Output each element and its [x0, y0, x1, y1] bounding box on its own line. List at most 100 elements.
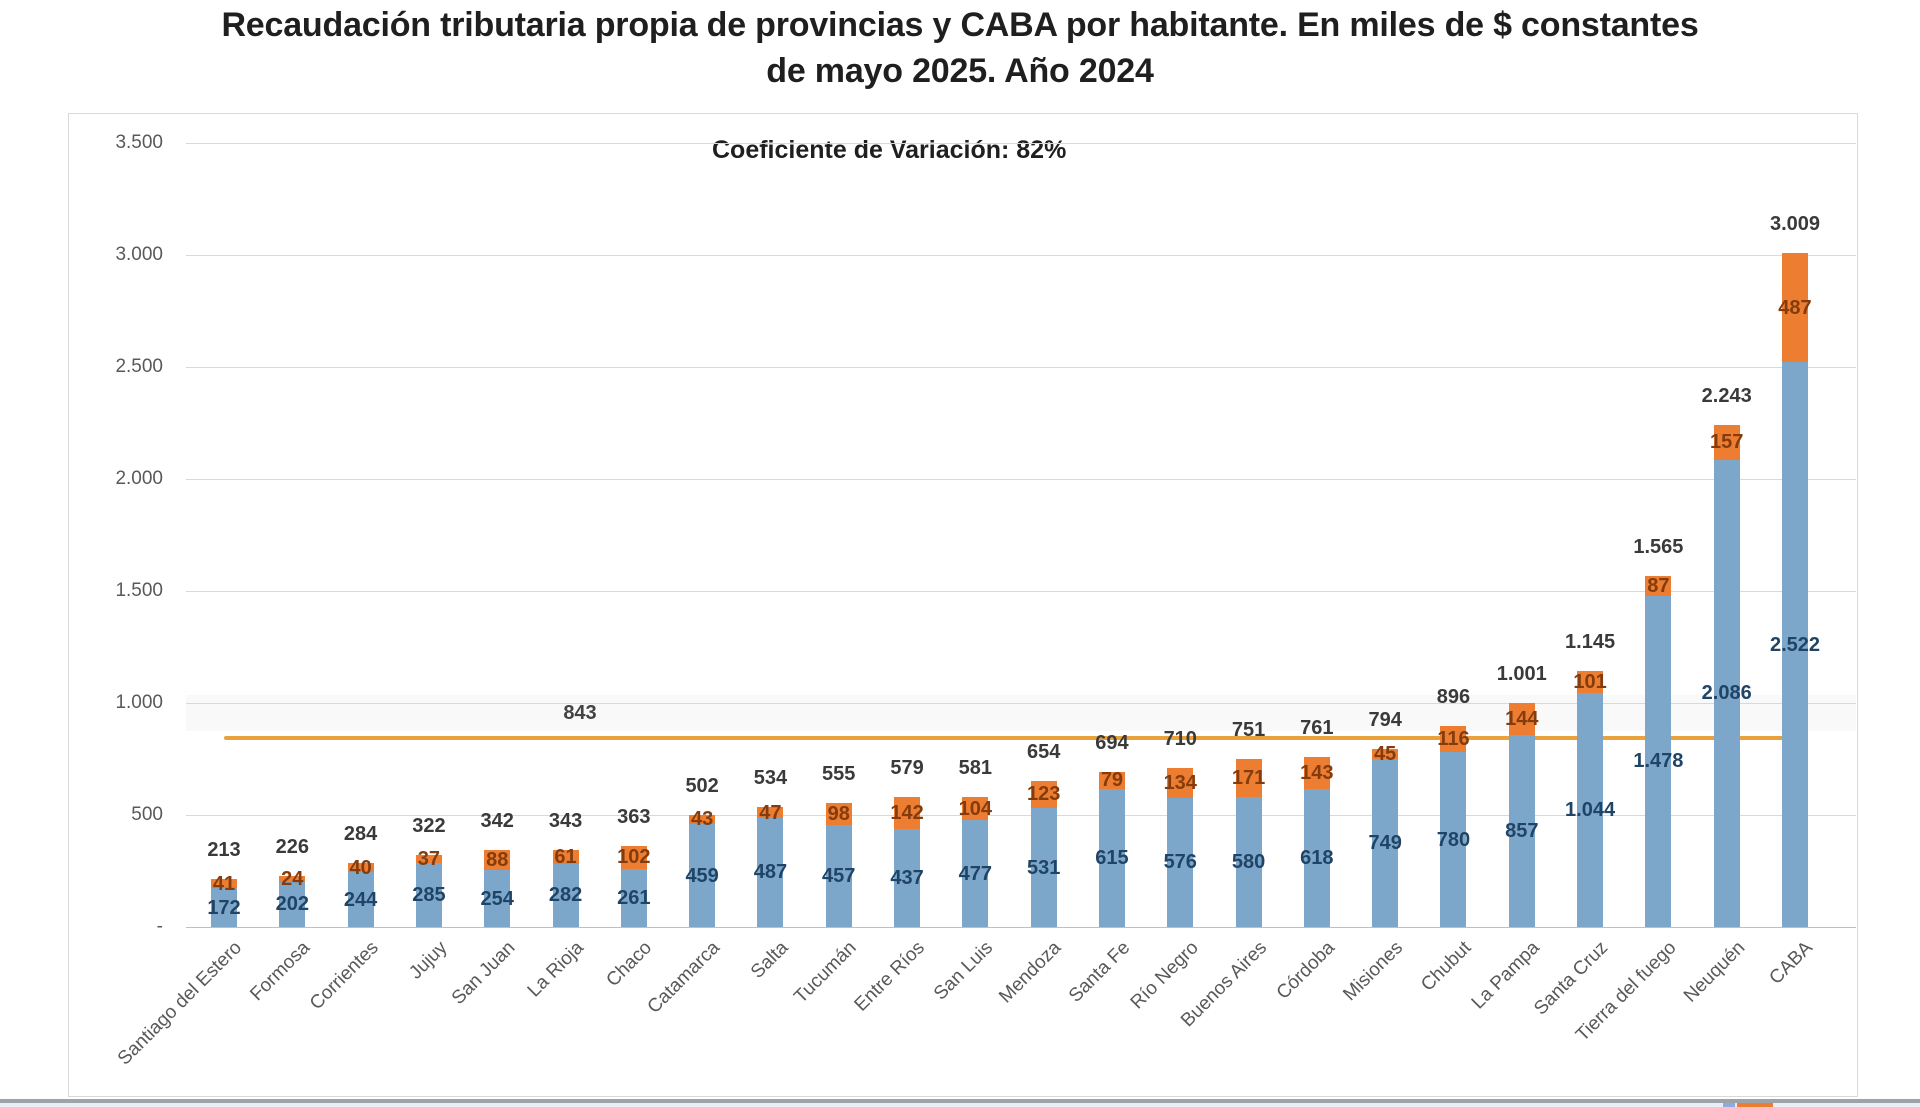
total-value-label: 284 [343, 823, 378, 846]
window-bottom-track[interactable] [0, 1103, 1920, 1107]
blue-value-label: 477 [958, 862, 993, 885]
bar-blue-segment [1508, 735, 1535, 927]
bar-orange-segment [1781, 252, 1808, 363]
blue-value-label: 531 [1026, 856, 1061, 879]
bar-orange-segment [757, 807, 784, 818]
total-value-label: 654 [1026, 740, 1061, 763]
bar-orange-segment [1030, 780, 1057, 809]
bar-blue-segment [552, 863, 579, 927]
total-value-label: 322 [412, 814, 446, 837]
bar-blue-segment [415, 863, 442, 927]
y-axis-tick-label: - [156, 916, 163, 937]
bar-orange-segment [825, 802, 852, 825]
total-value-label: 343 [548, 810, 583, 833]
blue-value-label: 1.478 [1633, 750, 1684, 773]
y-axis-tick-label: 3.000 [115, 244, 163, 265]
blue-value-label: 285 [412, 884, 446, 907]
bar-blue-segment [211, 888, 237, 927]
orange-value-label: 61 [554, 846, 577, 868]
bar-orange-segment [1372, 749, 1399, 760]
gridline-0 [186, 927, 1856, 928]
orange-value-label: 43 [691, 808, 714, 831]
blue-value-label: 2.086 [1701, 682, 1752, 705]
orange-value-label: 104 [958, 797, 993, 820]
total-value-label: 1.001 [1496, 662, 1547, 685]
bar-blue-segment [1645, 595, 1672, 927]
blue-value-label: 202 [275, 893, 309, 916]
bar-orange-segment [962, 796, 989, 821]
bar-orange-segment [484, 850, 511, 871]
total-value-label: 794 [1368, 709, 1402, 732]
bar-orange-segment [211, 879, 237, 889]
orange-value-label: 24 [281, 868, 304, 891]
bar-blue-segment [279, 881, 306, 927]
total-value-label: 1.145 [1565, 630, 1616, 653]
orange-value-label: 41 [212, 872, 236, 895]
blue-value-label: 172 [207, 896, 241, 919]
bar-blue-segment [1440, 752, 1467, 927]
total-value-label: 3.009 [1769, 212, 1821, 235]
bar-orange-segment [1303, 756, 1330, 789]
bar-blue-segment [689, 824, 716, 927]
bar-blue-segment [484, 870, 511, 927]
bar-blue-segment [620, 868, 647, 927]
bar-orange-segment [1508, 702, 1535, 736]
bar-orange-segment [1440, 726, 1467, 753]
bar-blue-segment [962, 820, 989, 927]
blue-value-label: 254 [480, 887, 514, 910]
average-reference-line-label: 843 [563, 702, 597, 724]
orange-value-label: 87 [1647, 575, 1670, 598]
y-axis-tick-label: 2.500 [115, 356, 163, 377]
blue-value-label: 2.522 [1769, 633, 1821, 656]
highlight-band [186, 695, 1856, 731]
total-value-label: 2.243 [1701, 384, 1752, 407]
total-value-label: 342 [480, 810, 514, 833]
orange-value-label: 37 [417, 848, 441, 871]
legend-fragment-blue-swatch [1723, 1103, 1735, 1107]
bar-orange-segment [1645, 576, 1672, 596]
total-value-label: 226 [275, 836, 309, 859]
gridline-1000 [186, 703, 1856, 704]
orange-value-label: 487 [1778, 296, 1812, 319]
bar-orange-segment [1577, 670, 1604, 694]
orange-value-label: 116 [1437, 728, 1470, 751]
total-value-label: 555 [822, 762, 856, 785]
gridline-1500 [186, 591, 1856, 592]
y-axis-tick-label: 1.500 [115, 580, 163, 601]
blue-value-label: 457 [822, 864, 856, 887]
blue-value-label: 244 [343, 888, 378, 911]
total-value-label: 213 [207, 839, 241, 862]
total-value-label: 363 [617, 805, 651, 828]
bar-blue-segment [1713, 459, 1740, 927]
orange-value-label: 171 [1231, 766, 1266, 789]
bar-orange-segment [415, 854, 442, 864]
chart-title-line-2: de mayo 2025. Año 2024 [766, 52, 1154, 90]
orange-value-label: 123 [1026, 783, 1061, 806]
bar-orange-segment [1167, 767, 1194, 798]
bar-blue-segment [1781, 362, 1808, 927]
total-value-label: 710 [1163, 727, 1197, 750]
blue-value-label: 780 [1436, 828, 1471, 851]
blue-value-label: 1.044 [1565, 799, 1616, 822]
bar-blue-segment [1030, 808, 1057, 927]
bar-orange-segment [1713, 424, 1740, 460]
bar-orange-segment [1235, 758, 1262, 798]
bar-blue-segment [1303, 788, 1330, 927]
coefficient-of-variation-annotation: Coeficiente de Variación: 82% [712, 136, 1067, 164]
bar-blue-segment [1372, 759, 1399, 927]
blue-value-label: 261 [617, 886, 651, 909]
bar-orange-segment [689, 814, 716, 825]
y-axis-tick-label: 1.000 [115, 692, 163, 713]
gridline-500 [186, 815, 1856, 816]
chart-title-line-1: Recaudación tributaria propia de provinc… [221, 6, 1699, 44]
blue-value-label: 576 [1163, 851, 1197, 874]
legend-fragment-orange-swatch [1737, 1103, 1773, 1107]
bar-orange-segment [894, 797, 921, 830]
orange-value-label: 102 [617, 846, 651, 869]
bar-orange-segment [279, 876, 306, 882]
gridline-2500 [186, 367, 1856, 368]
chart-frame [68, 113, 1858, 1097]
total-value-label: 502 [685, 774, 719, 797]
orange-value-label: 143 [1300, 761, 1334, 784]
total-value-label: 579 [890, 757, 924, 780]
